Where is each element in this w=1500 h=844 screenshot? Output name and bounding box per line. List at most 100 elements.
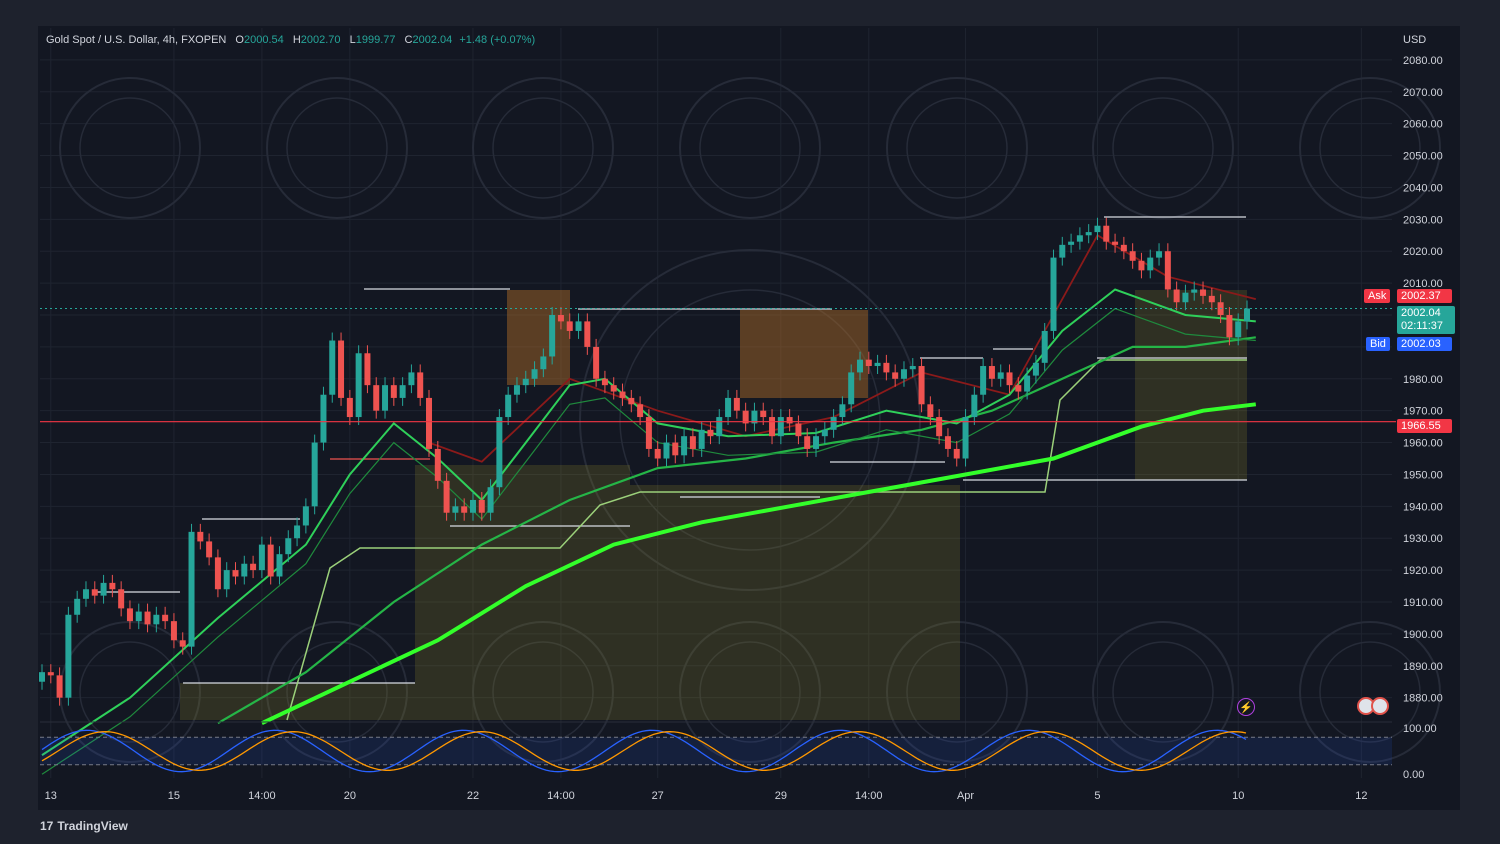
candle-body bbox=[496, 417, 503, 488]
candle-body bbox=[329, 340, 336, 395]
candle-body bbox=[1164, 251, 1171, 290]
candle-body bbox=[1024, 375, 1031, 392]
time-tick-label: 14:00 bbox=[855, 790, 883, 802]
candle-body bbox=[540, 356, 547, 370]
candle-body bbox=[769, 417, 776, 437]
us-flag-icon[interactable] bbox=[1357, 697, 1389, 720]
price-tick-label: 1950.00 bbox=[1403, 469, 1443, 481]
watermark-seal bbox=[679, 77, 821, 219]
candle-body bbox=[109, 582, 116, 590]
time-tick-label: 22 bbox=[467, 790, 479, 802]
time-tick-label: Apr bbox=[957, 790, 974, 802]
high-value: 2002.70 bbox=[300, 34, 341, 46]
time-tick-label: 29 bbox=[775, 790, 787, 802]
candle-body bbox=[469, 499, 476, 513]
candle-body bbox=[223, 570, 230, 590]
stoch-tick-label: 0.00 bbox=[1403, 769, 1424, 781]
candle-body bbox=[892, 372, 899, 379]
candle-body bbox=[689, 436, 696, 449]
candle-body bbox=[91, 589, 98, 596]
candle-body bbox=[1156, 251, 1163, 258]
candle-body bbox=[786, 417, 793, 424]
watermark-seal-large bbox=[579, 249, 921, 591]
candle-body bbox=[1200, 289, 1207, 296]
candle-body bbox=[795, 423, 802, 437]
candle-body bbox=[953, 448, 960, 459]
candle-body bbox=[276, 554, 283, 577]
candle-body bbox=[1068, 241, 1075, 245]
candle-body bbox=[144, 611, 151, 625]
watermark-seal-large-inner bbox=[619, 289, 881, 551]
candle-body bbox=[980, 366, 987, 395]
candle-body bbox=[399, 385, 406, 398]
candle-body bbox=[601, 378, 608, 386]
tradingview-logo: 17 TradingView bbox=[40, 819, 128, 833]
watermark-seal bbox=[1299, 77, 1441, 219]
chart-frame[interactable] bbox=[38, 26, 1460, 810]
candle-body bbox=[575, 321, 582, 331]
candle-body bbox=[417, 372, 424, 398]
watermark-seal-inner bbox=[286, 97, 388, 199]
candle-body bbox=[434, 448, 441, 481]
candle-body bbox=[672, 442, 679, 456]
candle-body bbox=[294, 525, 301, 539]
price-tick-label: 2030.00 bbox=[1403, 214, 1443, 226]
candle-body bbox=[883, 362, 890, 373]
time-tick-label: 13 bbox=[45, 790, 57, 802]
candle-body bbox=[874, 362, 881, 367]
bid-label: Bid bbox=[1366, 337, 1390, 351]
candle-body bbox=[1085, 232, 1092, 236]
candle-body bbox=[619, 391, 626, 398]
candle-body bbox=[637, 404, 644, 418]
lightning-icon[interactable]: ⚡ bbox=[1237, 698, 1255, 716]
price-tick-label: 1910.00 bbox=[1403, 597, 1443, 609]
candle-body bbox=[426, 397, 433, 449]
candle-body bbox=[232, 570, 239, 577]
candle-body bbox=[206, 541, 213, 558]
candle-body bbox=[443, 480, 450, 513]
candle-body bbox=[1208, 295, 1215, 303]
stochastic-pane: 100.00 0.00 bbox=[40, 721, 1437, 781]
watermark-seal bbox=[1092, 77, 1234, 219]
candle-body bbox=[153, 614, 160, 625]
candle-body bbox=[654, 448, 661, 459]
watermark-seal-inner bbox=[1319, 97, 1421, 199]
candle-body bbox=[549, 315, 556, 357]
candle-body bbox=[338, 340, 345, 398]
watermark-seal-inner bbox=[699, 641, 801, 743]
candle-body bbox=[909, 366, 916, 370]
candle-body bbox=[1006, 372, 1013, 386]
candle-body bbox=[250, 563, 257, 571]
candle-body bbox=[1050, 257, 1057, 331]
candle-body bbox=[1094, 225, 1101, 233]
candle-body bbox=[118, 589, 125, 609]
candle-body bbox=[478, 499, 485, 513]
time-tick-label: 15 bbox=[168, 790, 180, 802]
candle-body bbox=[1112, 241, 1119, 245]
candle-body bbox=[698, 429, 705, 449]
price-tick-label: 2080.00 bbox=[1403, 55, 1443, 67]
zone-fills bbox=[180, 290, 1247, 720]
candle-body bbox=[777, 417, 784, 437]
candle-body bbox=[1041, 330, 1048, 363]
last-price-badge: 2002.04 02:11:37 bbox=[1397, 306, 1455, 334]
supply-zone bbox=[507, 290, 570, 385]
time-axis: 13 15 14:00 20 22 14:00 27 29 14:00 Apr 5 10 12 bbox=[45, 790, 1368, 802]
bar-countdown: 02:11:37 bbox=[1401, 320, 1444, 332]
candle-body bbox=[848, 372, 855, 405]
supply-zone bbox=[740, 310, 868, 398]
candle-body bbox=[311, 442, 318, 507]
candle-body bbox=[1191, 289, 1198, 293]
symbol-title[interactable]: Gold Spot / U.S. Dollar, 4h, FXOPEN bbox=[46, 34, 227, 46]
candle-body bbox=[100, 582, 107, 596]
level-price: 1966.55 bbox=[1397, 419, 1452, 433]
event-flag[interactable] bbox=[1371, 697, 1389, 715]
candle-body bbox=[452, 506, 459, 513]
candle-body bbox=[487, 487, 494, 513]
candle-body bbox=[346, 397, 353, 418]
grid bbox=[40, 28, 1392, 778]
time-tick-label: 20 bbox=[344, 790, 356, 802]
currency-label[interactable]: USD bbox=[1403, 34, 1427, 46]
candle-body bbox=[610, 385, 617, 392]
